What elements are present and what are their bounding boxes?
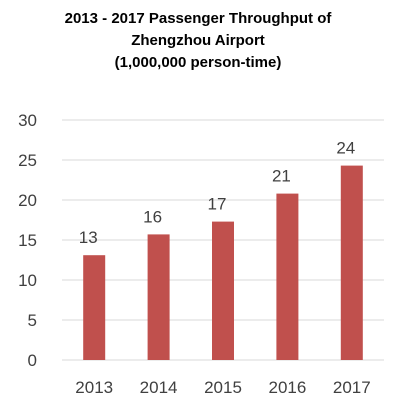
y-tick-label: 5 — [28, 311, 37, 330]
data-label: 17 — [208, 195, 227, 214]
y-tick-label: 25 — [18, 151, 37, 170]
y-tick-label: 10 — [18, 271, 37, 290]
y-tick-label: 30 — [18, 111, 37, 130]
data-label: 21 — [272, 167, 291, 186]
bar — [212, 221, 234, 360]
y-tick-label: 0 — [28, 351, 37, 370]
bar — [83, 255, 106, 360]
chart-title-line-2: Zhengzhou Airport — [131, 32, 265, 49]
x-tick-label: 2016 — [268, 378, 306, 397]
y-tick-label: 15 — [18, 231, 37, 250]
chart-title-line-1: 2013 - 2017 Passenger Throughput of — [64, 10, 332, 27]
chart-title: 2013 - 2017 Passenger Throughput of Zhen… — [0, 8, 396, 74]
x-tick-label: 2017 — [333, 378, 371, 397]
data-label: 24 — [336, 139, 355, 158]
x-tick-label: 2014 — [140, 378, 178, 397]
y-tick-label: 20 — [18, 191, 37, 210]
x-tick-label: 2015 — [204, 378, 242, 397]
chart-title-line-3: (1,000,000 person-time) — [114, 54, 282, 71]
data-label: 13 — [79, 228, 98, 247]
bar — [276, 193, 299, 360]
x-tick-label: 2013 — [75, 378, 113, 397]
data-label: 16 — [143, 207, 162, 226]
bar — [147, 234, 170, 360]
bar — [340, 165, 363, 360]
